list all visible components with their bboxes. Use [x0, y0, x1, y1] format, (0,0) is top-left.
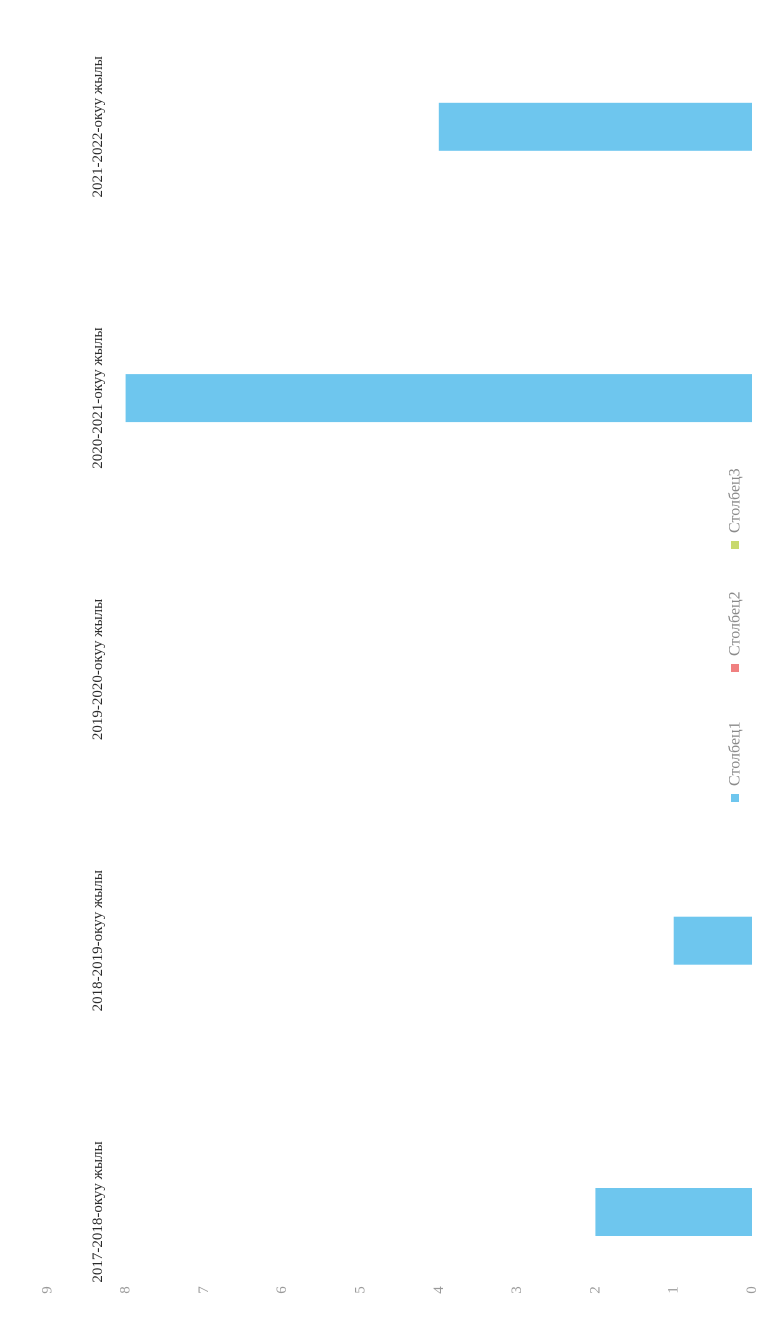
value-tick-label: 7 [196, 1286, 212, 1294]
bar [595, 1188, 752, 1236]
value-tick-label: 3 [509, 1286, 525, 1294]
value-tick-label: 6 [274, 1286, 290, 1294]
legend-swatch [731, 664, 739, 672]
value-tick-label: 8 [118, 1286, 134, 1294]
category-label: 2021-2022-окуу жылы [90, 56, 106, 197]
value-axis-ticks: 0 1 2 3 4 5 6 7 8 9 [39, 1286, 760, 1294]
legend-swatch [731, 794, 739, 802]
value-tick-label: 9 [39, 1286, 55, 1294]
bars [125, 102, 753, 1236]
bar [438, 102, 752, 151]
value-tick-label: 2 [587, 1286, 603, 1294]
bar [125, 374, 753, 423]
legend-label: Столбец3 [727, 468, 744, 533]
legend-label: Столбец2 [727, 591, 744, 656]
legend: Столбец1 Столбец2 Столбец3 [727, 468, 744, 802]
value-tick-label: 0 [744, 1286, 760, 1294]
value-tick-label: 5 [353, 1286, 369, 1294]
category-label: 2020-2021-окуу жылы [90, 327, 106, 468]
value-tick-label: 1 [666, 1286, 682, 1294]
category-label: 2019-2020-окуу жылы [90, 599, 106, 740]
category-label: 2018-2019-окуу жылы [90, 870, 106, 1011]
legend-label: Столбец1 [727, 721, 744, 786]
category-labels: 2017-2018-окуу жылы 2018-2019-окуу жылы 20… [90, 56, 106, 1283]
bar [673, 916, 752, 965]
legend-swatch [731, 541, 739, 549]
category-label: 2017-2018-окуу жылы [90, 1141, 106, 1282]
value-tick-label: 4 [431, 1286, 447, 1294]
